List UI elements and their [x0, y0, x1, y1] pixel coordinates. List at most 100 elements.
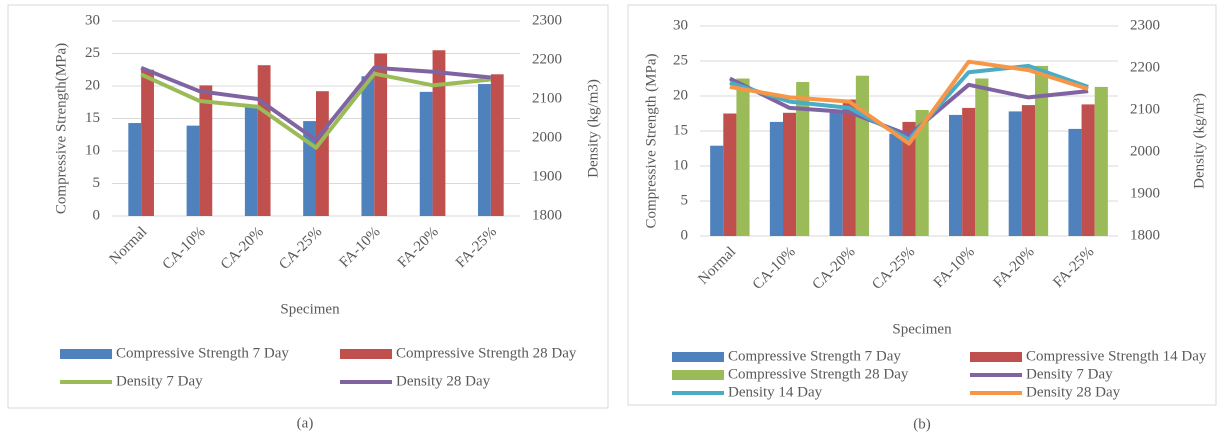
x-axis-title: Specimen [280, 301, 340, 317]
bar [1021, 105, 1035, 236]
line-series [729, 63, 1089, 142]
bar [141, 69, 154, 216]
legend-label: Density 28 Day [1026, 384, 1121, 400]
bar [1034, 65, 1049, 237]
x-tick-label: CA-25% [276, 224, 325, 273]
bar [199, 85, 213, 216]
bar [769, 121, 784, 236]
y-tick-label: 25 [673, 52, 688, 68]
x-tick-label: Normal [695, 244, 739, 288]
bar [889, 133, 903, 236]
bar [962, 107, 976, 237]
y-tick-label: 0 [93, 207, 101, 223]
y2-tick-label: 2000 [1130, 143, 1160, 159]
legend-label: Compressive Strength 28 Day [396, 345, 577, 361]
y-tick-label: 5 [681, 192, 689, 208]
bar [128, 123, 142, 216]
bar [915, 110, 929, 236]
caption: (b) [913, 416, 931, 432]
y-tick-label: 20 [673, 87, 688, 103]
bar [829, 110, 843, 236]
y2-tick-label: 1900 [532, 168, 562, 184]
y2-axis-title: Density (kg/m³) [1191, 93, 1207, 189]
bar [490, 74, 504, 216]
y2-tick-label: 2100 [1130, 101, 1160, 117]
y-axis-title: Compressive Strength(MPa) [53, 43, 69, 214]
bar [855, 75, 869, 236]
y-tick-label: 30 [85, 12, 100, 28]
bar [419, 91, 433, 216]
y2-tick-label: 2000 [532, 129, 562, 145]
x-tick-label: CA-20% [810, 244, 859, 293]
bar [374, 53, 388, 216]
legend-swatch [970, 352, 1022, 362]
line-series [728, 76, 1089, 138]
bar [244, 107, 258, 216]
legend-label: Compressive Strength 7 Day [116, 345, 289, 361]
x-tick-label: FA-20% [991, 244, 1038, 291]
legend-label: Density 7 Day [1026, 366, 1113, 382]
y2-tick-label: 1800 [532, 207, 562, 223]
x-tick-label: FA-25% [453, 224, 500, 271]
y-tick-label: 10 [85, 142, 100, 158]
x-tick-label: CA-25% [869, 244, 918, 293]
y-tick-label: 0 [681, 227, 689, 243]
bar [361, 76, 375, 216]
y2-tick-label: 1800 [1130, 227, 1160, 243]
x-tick-label: FA-10% [336, 224, 383, 271]
y-tick-label: 15 [673, 122, 688, 138]
x-tick-label: Normal [107, 224, 151, 268]
bar [1068, 128, 1082, 236]
y2-tick-label: 2200 [532, 51, 562, 67]
line-series [140, 65, 492, 142]
x-tick-label: FA-10% [931, 244, 978, 291]
caption: (a) [297, 415, 314, 431]
y-tick-label: 25 [85, 45, 100, 61]
bar [478, 84, 491, 216]
bar [432, 50, 446, 216]
x-axis-title: Specimen [892, 321, 952, 337]
bar [1094, 86, 1108, 237]
y-tick-label: 5 [93, 175, 101, 191]
bar [186, 125, 200, 216]
y2-tick-label: 2300 [532, 12, 562, 28]
bar [723, 113, 737, 236]
y-tick-label: 20 [85, 77, 100, 93]
legend-label: Density 14 Day [728, 384, 823, 400]
bar [710, 145, 724, 236]
legend-swatch [672, 352, 724, 362]
bar [796, 82, 810, 236]
y-tick-label: 30 [673, 17, 688, 33]
legend-swatch [60, 349, 112, 359]
line-series [729, 59, 1089, 146]
legend-label: Compressive Strength 28 Day [728, 366, 909, 382]
bar [736, 78, 750, 236]
bar [949, 114, 963, 236]
legend-label: Density 7 Day [116, 373, 203, 389]
y-axis-title: Compressive Strength (MPa) [643, 54, 659, 229]
y2-tick-label: 1900 [1130, 185, 1160, 201]
bar [257, 65, 271, 216]
x-tick-label: CA-10% [160, 224, 209, 273]
y2-axis-title: Density (kg/m3) [585, 79, 601, 178]
bar [975, 78, 989, 236]
x-tick-label: FA-20% [395, 224, 442, 271]
legend-label: Compressive Strength 14 Day [1026, 348, 1207, 364]
legend-label: Compressive Strength 7 Day [728, 348, 901, 364]
bar [783, 112, 797, 236]
y2-tick-label: 2100 [532, 90, 562, 106]
bar [316, 91, 329, 216]
x-tick-label: CA-10% [750, 244, 799, 293]
legend-label: Density 28 Day [396, 373, 491, 389]
line-series [140, 71, 492, 150]
chart-frame [7, 4, 609, 409]
bar [1008, 111, 1022, 236]
x-tick-label: FA-25% [1050, 244, 1097, 291]
bar [842, 99, 856, 236]
y2-tick-label: 2300 [1130, 17, 1160, 33]
legend-swatch [672, 370, 724, 380]
y2-tick-label: 2200 [1130, 59, 1160, 75]
y-tick-label: 15 [85, 110, 100, 126]
